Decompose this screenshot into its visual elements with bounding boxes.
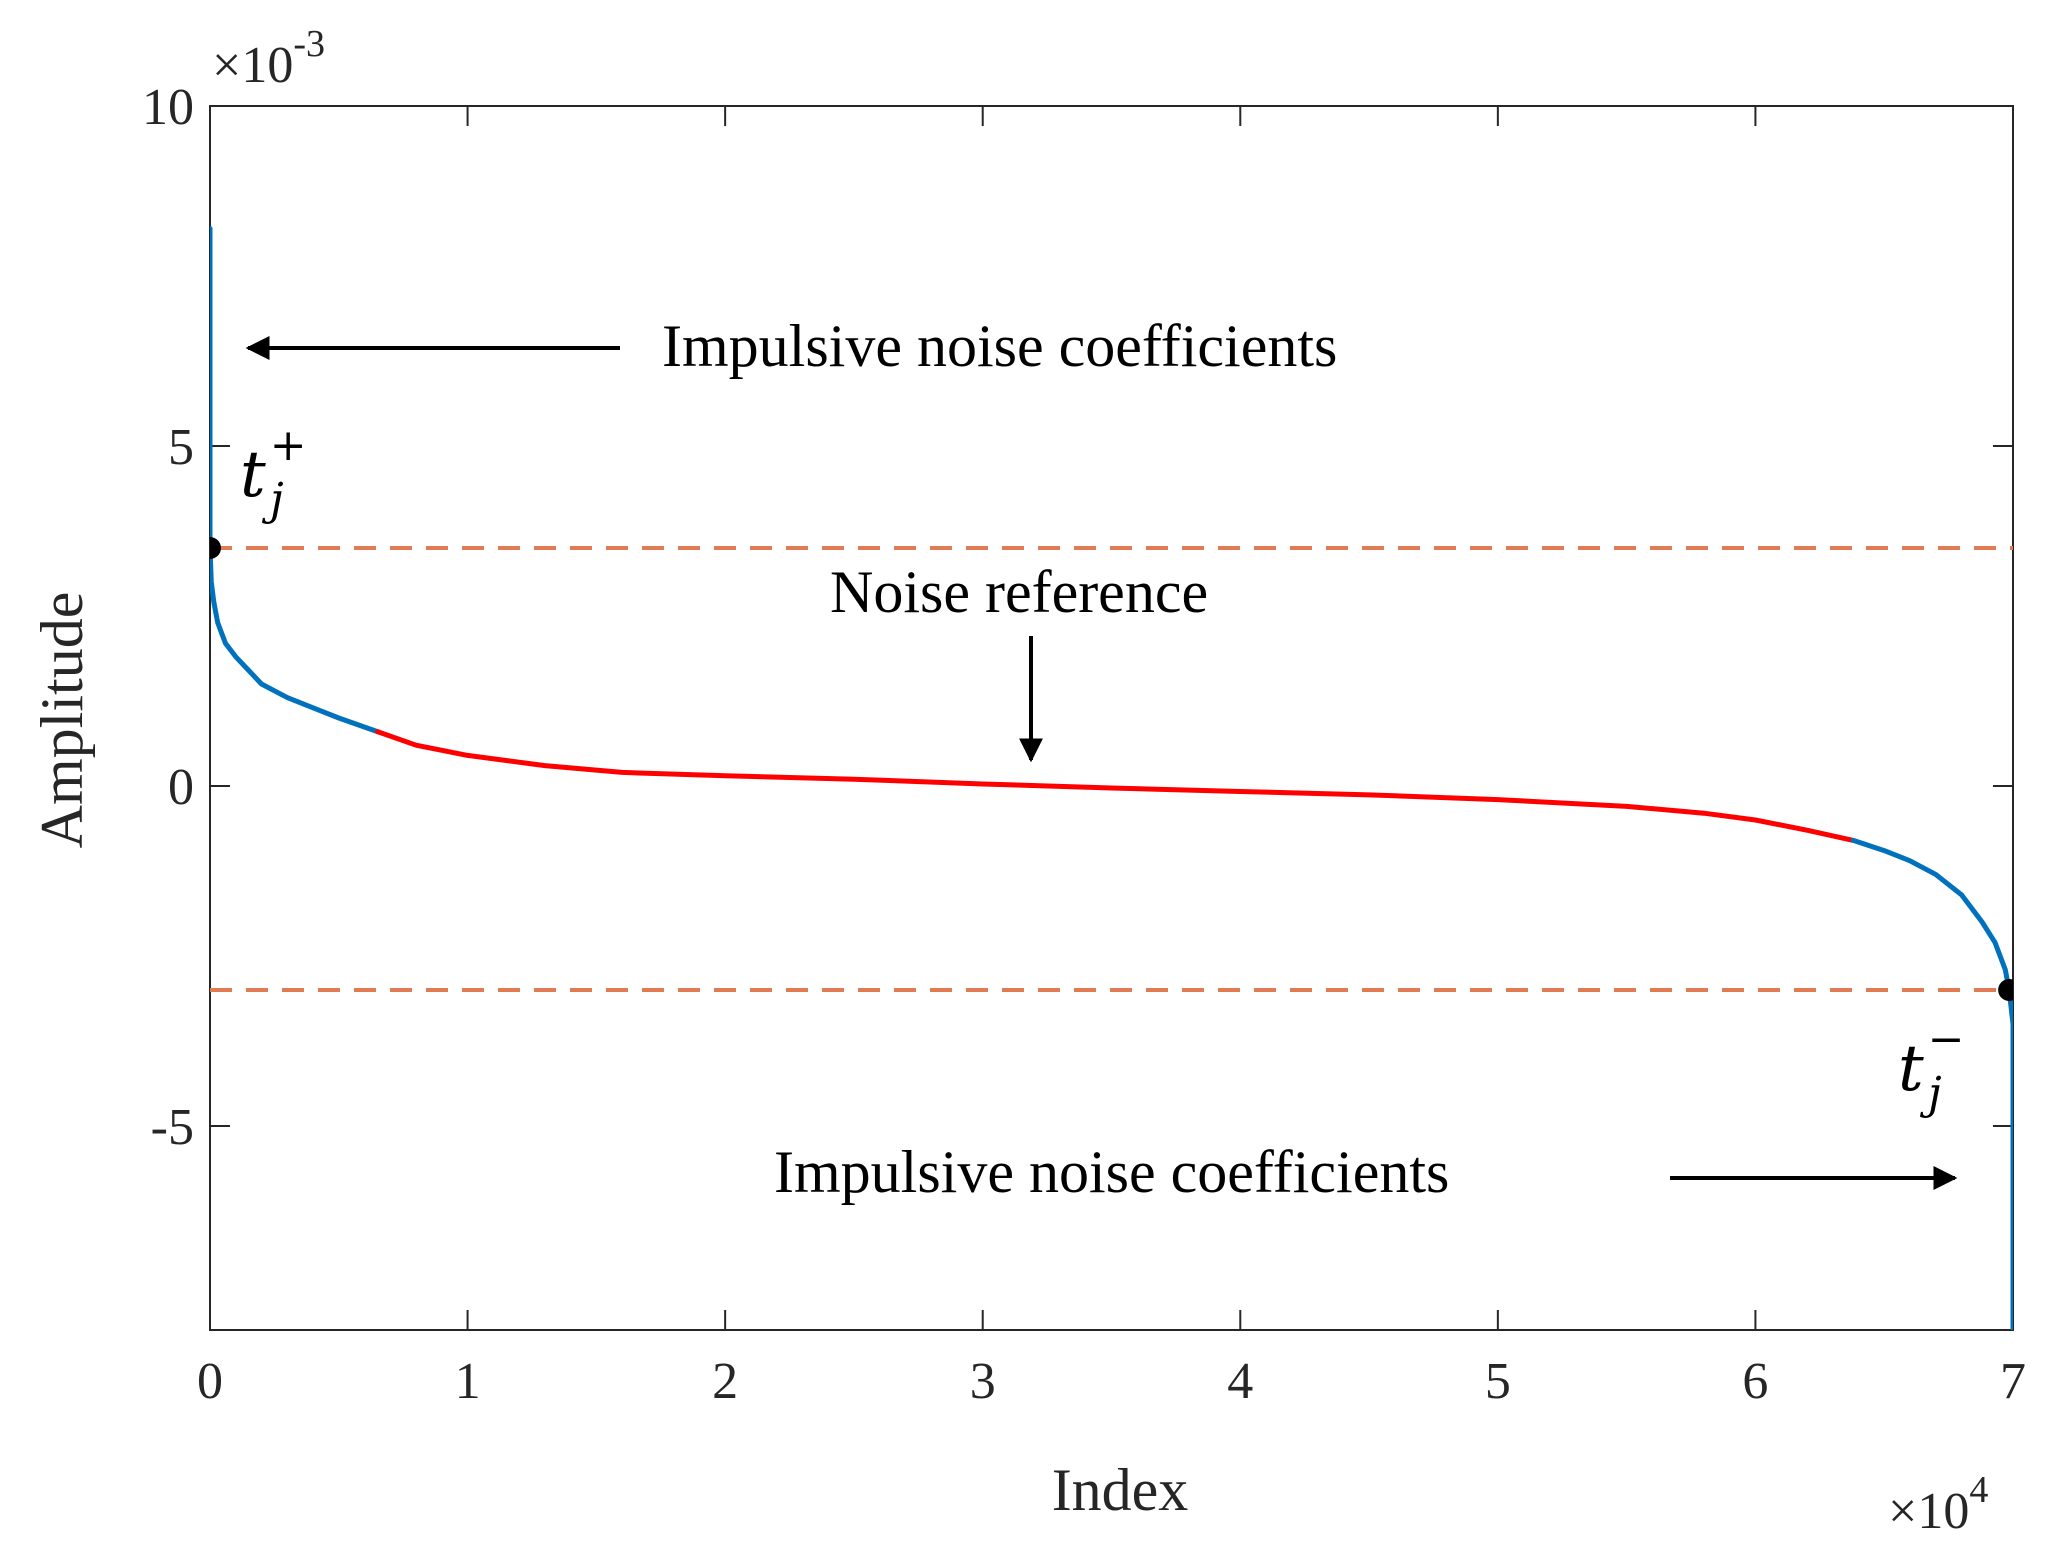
threshold-markers bbox=[210, 537, 2013, 1001]
x-tick-label: 5 bbox=[1485, 1353, 1511, 1410]
annotation-upper-impulsive: Impulsive noise coefficients bbox=[662, 313, 1337, 379]
threshold-marker-minus bbox=[1998, 979, 2013, 1001]
y-tick-label: -5 bbox=[151, 1099, 194, 1156]
y-axis-label: Amplitude bbox=[29, 592, 95, 849]
x-tick-label: 2 bbox=[712, 1353, 738, 1410]
threshold-lines bbox=[210, 546, 2013, 992]
series-line-1 bbox=[374, 729, 1856, 843]
series-line-0 bbox=[210, 225, 380, 735]
label-t-plus: t+ bbox=[240, 420, 307, 512]
x-tick-label: 3 bbox=[970, 1353, 996, 1410]
x-tick-label: 1 bbox=[455, 1353, 481, 1410]
x-tick-label: 0 bbox=[197, 1353, 223, 1410]
annotation-lower-impulsive: Impulsive noise coefficients bbox=[774, 1139, 1449, 1205]
x-tick-label: 7 bbox=[2000, 1353, 2026, 1410]
x-tick-label: 4 bbox=[1227, 1353, 1253, 1410]
y-tick-label: 10 bbox=[142, 79, 194, 136]
y-exponent: ×10-3 bbox=[212, 23, 325, 94]
x-axis-label: Index bbox=[1052, 1457, 1189, 1523]
y-tick-label: 0 bbox=[168, 759, 194, 816]
x-tick-label: 6 bbox=[1742, 1353, 1768, 1410]
tick-marks bbox=[209, 105, 2014, 1330]
series-lines bbox=[210, 225, 2013, 1330]
threshold-marker-plus bbox=[210, 537, 221, 559]
y-tick-labels: 10 5 0 -5 bbox=[142, 79, 194, 1156]
y-tick-label: 5 bbox=[168, 419, 194, 476]
annotation-noise-reference: Noise reference bbox=[830, 559, 1208, 625]
series-line-2 bbox=[1850, 837, 2013, 1330]
label-t-minus: t− bbox=[1898, 1014, 1965, 1106]
plot-area bbox=[209, 105, 2014, 1331]
x-tick-labels: 0 1 2 3 4 5 6 7 bbox=[197, 1353, 2026, 1410]
x-exponent: ×104 bbox=[1888, 1469, 1988, 1540]
